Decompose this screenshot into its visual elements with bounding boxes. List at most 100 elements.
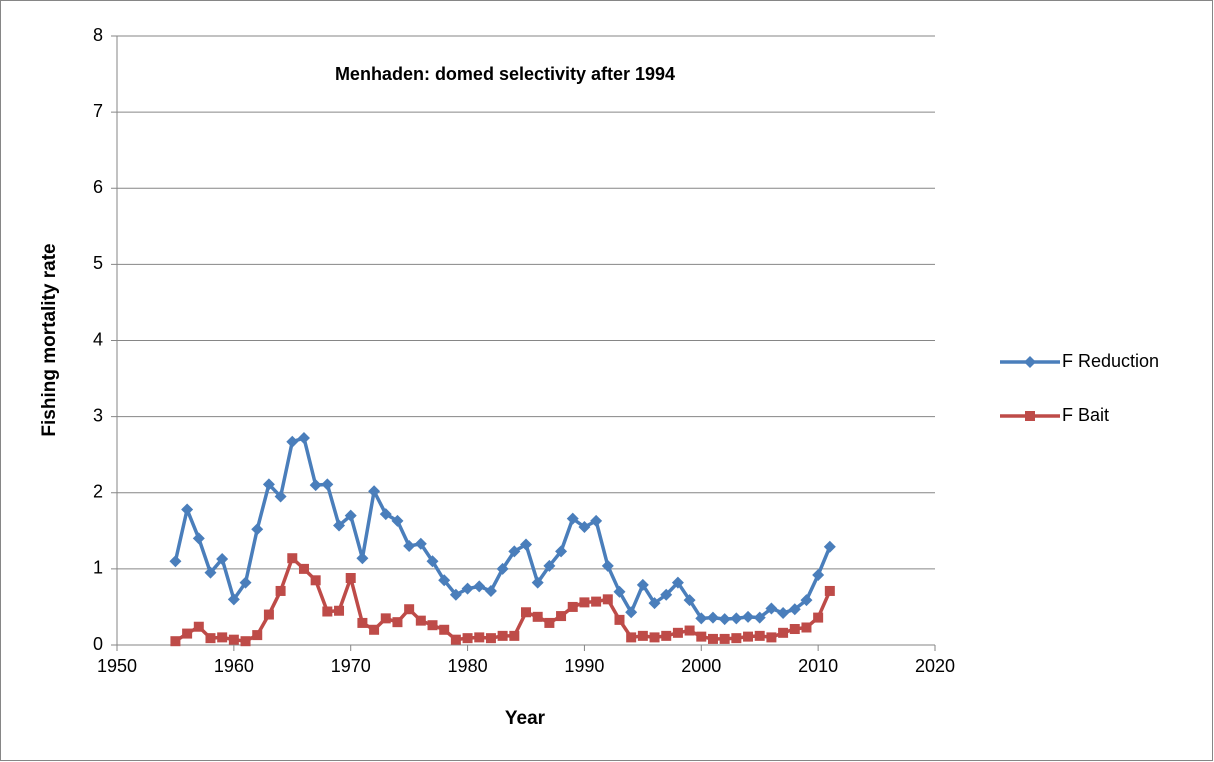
point-marker: [450, 634, 461, 645]
point-marker: [485, 633, 496, 644]
point-marker: [778, 627, 789, 638]
point-marker: [449, 588, 462, 601]
point-marker: [414, 537, 427, 550]
point-marker: [812, 568, 825, 581]
point-marker: [193, 621, 204, 632]
point-marker: [648, 597, 661, 610]
point-marker: [344, 509, 357, 522]
point-marker: [496, 562, 509, 575]
point-marker: [484, 584, 497, 597]
point-marker: [321, 478, 334, 491]
point-marker: [217, 632, 228, 643]
point-marker: [274, 490, 287, 503]
point-marker: [227, 593, 240, 606]
point-marker: [521, 607, 531, 618]
point-marker: [474, 632, 485, 643]
point-marker: [181, 503, 194, 516]
point-marker: [310, 575, 321, 586]
x-tick-label: 1990: [564, 656, 604, 676]
point-marker: [602, 594, 613, 605]
point-marker: [1025, 411, 1035, 421]
point-marker: [579, 597, 590, 608]
point-marker: [368, 485, 381, 498]
point-marker: [649, 632, 660, 643]
y-tick-label: 5: [93, 253, 103, 273]
point-marker: [672, 627, 683, 638]
point-marker: [461, 582, 474, 595]
point-marker: [707, 633, 718, 644]
x-tick-label: 2020: [915, 656, 955, 676]
point-marker: [205, 633, 216, 644]
point-marker: [1024, 356, 1036, 368]
point-marker: [216, 552, 229, 565]
point-marker: [591, 596, 602, 607]
point-marker: [743, 631, 754, 642]
point-marker: [730, 612, 743, 625]
point-marker: [438, 574, 451, 587]
point-marker: [192, 532, 205, 545]
point-marker: [170, 636, 181, 647]
point-marker: [637, 630, 648, 641]
legend-label: F Bait: [1062, 405, 1109, 425]
y-tick-label: 0: [93, 634, 103, 654]
point-marker: [357, 617, 368, 628]
point-marker: [263, 609, 274, 620]
point-marker: [731, 633, 742, 644]
point-marker: [671, 576, 684, 589]
point-marker: [824, 585, 835, 596]
point-marker: [789, 624, 800, 635]
point-marker: [719, 633, 730, 644]
point-marker: [625, 606, 638, 619]
point-marker: [169, 555, 182, 568]
x-tick-label: 1970: [331, 656, 371, 676]
point-marker: [497, 630, 508, 641]
y-tick-label: 6: [93, 177, 103, 197]
point-marker: [415, 615, 426, 626]
point-marker: [403, 540, 416, 553]
x-tick-label: 2010: [798, 656, 838, 676]
point-marker: [275, 585, 286, 596]
point-marker: [345, 573, 356, 584]
point-marker: [322, 606, 333, 617]
point-marker: [298, 563, 309, 574]
point-marker: [287, 553, 298, 564]
point-marker: [462, 633, 473, 644]
chart-title: Menhaden: domed selectivity after 1994: [335, 64, 675, 84]
point-marker: [823, 540, 836, 553]
point-marker: [286, 435, 299, 448]
point-marker: [391, 514, 404, 527]
point-marker: [251, 523, 264, 536]
point-marker: [626, 632, 637, 643]
point-marker: [578, 521, 591, 534]
point-marker: [601, 559, 614, 572]
point-marker: [800, 594, 813, 607]
x-tick-label: 2000: [681, 656, 721, 676]
point-marker: [520, 538, 532, 551]
y-tick-label: 7: [93, 101, 103, 121]
point-marker: [613, 585, 626, 598]
point-marker: [590, 514, 603, 527]
point-marker: [661, 630, 672, 641]
y-tick-label: 4: [93, 329, 103, 349]
y-tick-label: 8: [93, 25, 103, 45]
point-marker: [660, 588, 673, 601]
x-tick-label: 1980: [448, 656, 488, 676]
point-marker: [556, 611, 567, 622]
point-marker: [228, 634, 239, 645]
point-marker: [473, 580, 486, 593]
point-marker: [614, 614, 625, 625]
point-marker: [718, 613, 731, 626]
point-marker: [427, 620, 438, 631]
point-marker: [239, 576, 252, 589]
point-marker: [567, 601, 578, 612]
legend-label: F Reduction: [1062, 351, 1159, 371]
point-marker: [543, 559, 556, 572]
point-marker: [683, 594, 696, 607]
point-marker: [555, 545, 568, 558]
point-marker: [742, 610, 755, 623]
point-marker: [696, 631, 707, 642]
point-marker: [380, 613, 391, 624]
point-marker: [392, 617, 403, 628]
